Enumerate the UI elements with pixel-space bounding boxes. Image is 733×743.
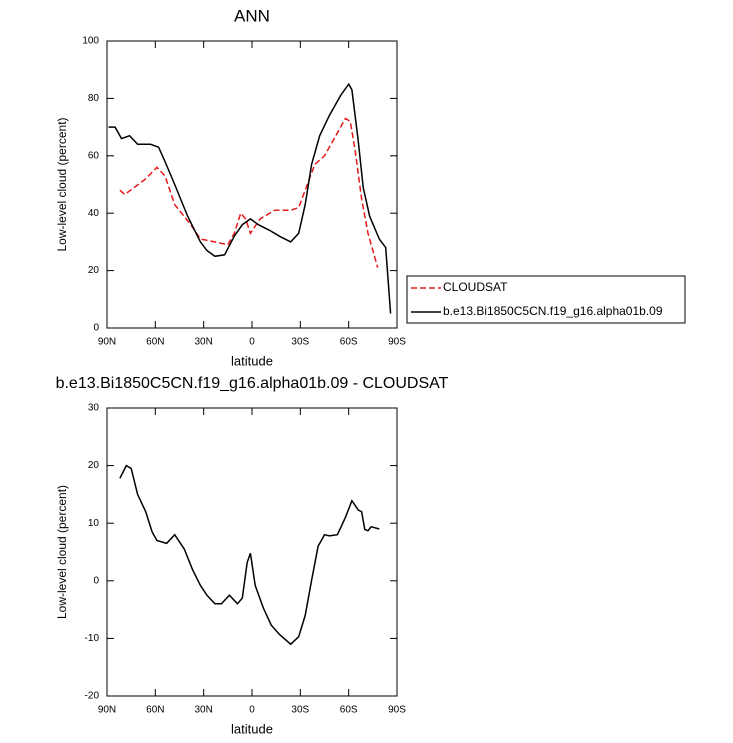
x-tick-label: 0 bbox=[249, 337, 255, 348]
x-tick-label: 0 bbox=[249, 705, 255, 716]
y-tick-label: 10 bbox=[88, 518, 100, 529]
x-tick-label: 30S bbox=[291, 705, 309, 716]
plot-frame bbox=[106, 40, 398, 329]
chart-title: b.e13.Bi1850C5CN.f19_g16.alpha01b.09 - C… bbox=[56, 375, 449, 392]
data-line bbox=[119, 464, 380, 646]
data-line bbox=[119, 117, 379, 268]
x-tick-label: 60S bbox=[340, 705, 358, 716]
chart-title: ANN bbox=[234, 6, 270, 25]
y-tick-label: -10 bbox=[85, 633, 100, 644]
x-tick-label: 90N bbox=[98, 705, 116, 716]
x-tick-label: 60N bbox=[146, 705, 164, 716]
y-tick-label: 100 bbox=[82, 36, 99, 47]
legend-label: b.e13.Bi1850C5CN.f19_g16.alpha01b.09 bbox=[443, 304, 663, 318]
x-tick-label: 90S bbox=[388, 337, 406, 348]
y-tick-label: 80 bbox=[88, 93, 100, 104]
legend-label: CLOUDSAT bbox=[443, 280, 508, 294]
x-tick-label: 90N bbox=[98, 337, 116, 348]
x-tick-label: 30S bbox=[291, 337, 309, 348]
x-tick-label: 60N bbox=[146, 337, 164, 348]
y-tick-label: 20 bbox=[88, 460, 100, 471]
y-tick-label: -20 bbox=[85, 691, 100, 702]
x-tick-label: 30N bbox=[194, 705, 212, 716]
y-tick-label: 0 bbox=[93, 323, 99, 334]
x-axis-label: latitude bbox=[231, 353, 273, 368]
legend-box bbox=[406, 275, 686, 324]
y-axis-label: Low-level cloud (percent) bbox=[55, 485, 69, 619]
y-tick-label: 40 bbox=[88, 208, 100, 219]
y-tick-label: 60 bbox=[88, 150, 100, 161]
plot-frame bbox=[106, 407, 398, 697]
y-axis-label: Low-level cloud (percent) bbox=[55, 117, 69, 251]
y-tick-label: 30 bbox=[88, 403, 100, 414]
y-tick-label: 0 bbox=[93, 575, 99, 586]
x-tick-label: 90S bbox=[388, 705, 406, 716]
x-tick-label: 30N bbox=[194, 337, 212, 348]
y-tick-label: 20 bbox=[88, 265, 100, 276]
data-line bbox=[108, 82, 392, 314]
x-tick-label: 60S bbox=[340, 337, 358, 348]
x-axis-label: latitude bbox=[231, 721, 273, 736]
